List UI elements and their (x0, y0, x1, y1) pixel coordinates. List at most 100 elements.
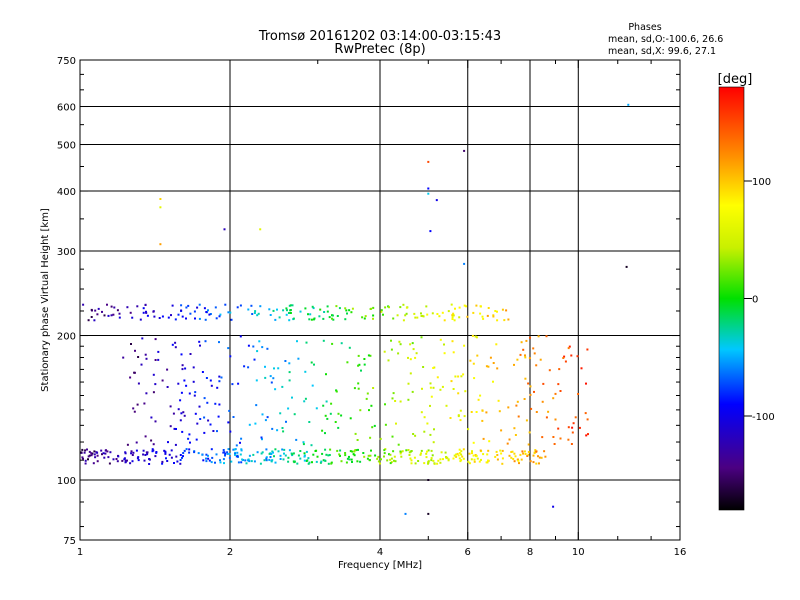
data-point (439, 338, 442, 341)
data-point (247, 344, 250, 347)
data-point (460, 375, 463, 378)
data-point (215, 317, 218, 320)
data-point (177, 408, 180, 411)
data-point (535, 450, 538, 453)
data-point (110, 305, 113, 308)
data-point (144, 454, 147, 456)
data-point (368, 409, 370, 412)
data-point (449, 417, 452, 419)
data-point (295, 438, 298, 441)
data-point (397, 443, 400, 446)
y-tick-label: 500 (57, 141, 76, 152)
data-point (181, 430, 184, 433)
data-point (320, 460, 323, 463)
data-point (324, 414, 327, 417)
data-point (413, 312, 416, 315)
data-point (414, 356, 417, 359)
data-point (356, 439, 359, 441)
data-point (335, 390, 338, 393)
data-point (481, 315, 484, 318)
data-point (475, 454, 478, 457)
data-point (351, 450, 354, 453)
data-point (478, 460, 481, 463)
data-point (136, 457, 139, 460)
data-point (380, 309, 383, 312)
y-tick-label: 300 (57, 247, 76, 258)
data-point (492, 315, 495, 318)
data-point (528, 357, 531, 360)
data-point (445, 404, 448, 407)
data-point (210, 384, 213, 387)
data-point (198, 317, 201, 320)
data-point (433, 428, 435, 431)
data-point (145, 357, 148, 360)
data-point (440, 451, 443, 454)
data-point (433, 462, 436, 465)
data-point (348, 346, 351, 349)
data-point (174, 443, 177, 446)
data-point (432, 386, 435, 389)
data-point (522, 452, 525, 455)
data-point (234, 448, 237, 451)
data-point (384, 306, 387, 309)
data-point (430, 459, 433, 462)
data-point (224, 452, 227, 455)
data-point (452, 351, 455, 354)
data-point (472, 454, 475, 457)
data-point (214, 306, 217, 309)
data-point (529, 460, 532, 463)
data-point (205, 377, 208, 379)
data-point (420, 452, 422, 455)
data-point (270, 460, 273, 463)
data-point (543, 450, 546, 453)
data-point (226, 452, 229, 455)
data-point (324, 459, 327, 462)
data-point (407, 382, 410, 385)
data-point (256, 451, 259, 454)
data-point (419, 453, 422, 456)
data-point (126, 459, 128, 462)
data-point (165, 457, 167, 460)
data-point (271, 459, 274, 462)
data-point (503, 319, 506, 322)
data-point (554, 392, 557, 395)
data-point (143, 459, 146, 462)
data-point (465, 305, 468, 308)
data-point (460, 453, 463, 456)
data-point (423, 430, 426, 433)
data-point (224, 303, 227, 306)
data-point (180, 391, 183, 394)
data-point (552, 436, 555, 438)
data-point (457, 454, 460, 457)
data-point (90, 452, 93, 455)
data-point (427, 461, 430, 464)
data-point (219, 461, 222, 464)
data-point (204, 340, 207, 343)
data-point (136, 305, 139, 308)
data-point (344, 452, 347, 454)
data-point (450, 303, 453, 306)
data-point (287, 407, 290, 410)
data-point (577, 393, 580, 395)
data-point (580, 367, 583, 370)
data-point (252, 345, 255, 348)
data-point (258, 340, 261, 343)
data-point (442, 458, 444, 461)
data-point (103, 314, 106, 317)
data-point (452, 388, 455, 390)
data-point (481, 409, 484, 412)
data-point (150, 416, 153, 419)
data-point (572, 422, 575, 425)
data-point (309, 313, 312, 316)
data-point (407, 449, 410, 451)
data-point (524, 453, 527, 455)
data-point (187, 437, 190, 440)
data-point (193, 451, 196, 454)
data-point (228, 409, 231, 412)
data-point (516, 358, 519, 361)
data-point (533, 352, 536, 355)
data-point (463, 262, 466, 265)
data-point (453, 454, 456, 457)
data-point (184, 367, 187, 370)
data-point (169, 405, 172, 408)
